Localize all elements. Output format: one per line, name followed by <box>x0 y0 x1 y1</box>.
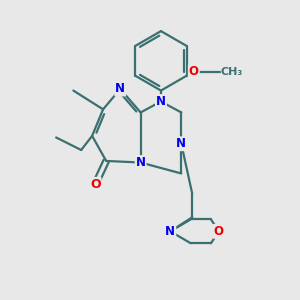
Text: O: O <box>90 178 101 191</box>
Text: N: N <box>136 156 146 169</box>
Text: N: N <box>176 137 186 150</box>
Text: N: N <box>156 95 166 108</box>
Text: CH₃: CH₃ <box>220 67 243 77</box>
Text: N: N <box>165 225 175 238</box>
Text: O: O <box>189 65 199 78</box>
Text: O: O <box>214 225 224 238</box>
Text: N: N <box>115 82 125 95</box>
